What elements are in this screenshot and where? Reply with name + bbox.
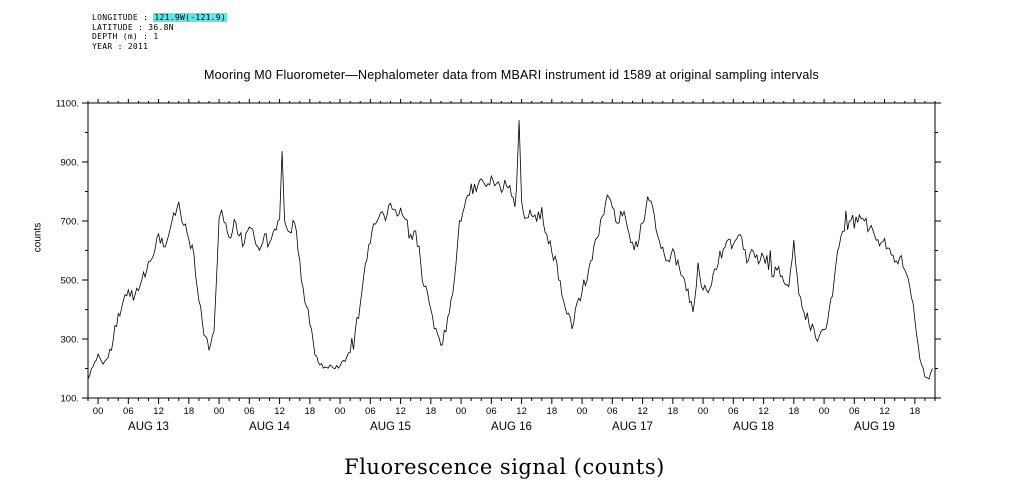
svg-text:00: 00 <box>577 406 588 417</box>
svg-text:06: 06 <box>365 406 376 417</box>
svg-text:06: 06 <box>607 406 618 417</box>
svg-text:18: 18 <box>547 406 558 417</box>
svg-text:12: 12 <box>637 406 648 417</box>
metadata-depth: DEPTH (m) : 1 <box>92 32 159 41</box>
metadata-longitude: LONGITUDE : 121.9W(-121.9) <box>92 13 228 23</box>
svg-text:18: 18 <box>426 406 437 417</box>
svg-text:06: 06 <box>244 406 255 417</box>
svg-text:00: 00 <box>335 406 346 417</box>
svg-text:06: 06 <box>849 406 860 417</box>
svg-text:100.: 100. <box>61 394 80 405</box>
svg-text:AUG 16: AUG 16 <box>491 421 532 433</box>
svg-text:06: 06 <box>728 406 739 417</box>
svg-text:1100.: 1100. <box>56 99 79 110</box>
svg-text:12: 12 <box>395 406 406 417</box>
svg-text:AUG 19: AUG 19 <box>854 421 895 433</box>
svg-text:300.: 300. <box>61 335 80 346</box>
chart-title: Mooring M0 Fluorometer—Nephalometer data… <box>204 68 819 82</box>
svg-text:00: 00 <box>819 406 830 417</box>
metadata-block: LONGITUDE : 121.9W(-121.9) LATITUDE : 36… <box>92 13 228 51</box>
svg-text:700.: 700. <box>61 217 80 228</box>
svg-text:AUG 15: AUG 15 <box>370 421 411 433</box>
svg-text:18: 18 <box>184 406 195 417</box>
bottom-title: Fluorescence signal (counts) <box>344 455 665 479</box>
svg-text:18: 18 <box>910 406 921 417</box>
svg-text:00: 00 <box>456 406 467 417</box>
svg-text:12: 12 <box>879 406 890 417</box>
svg-text:18: 18 <box>668 406 679 417</box>
svg-text:12: 12 <box>516 406 527 417</box>
svg-text:AUG 13: AUG 13 <box>128 421 169 433</box>
metadata-year: YEAR : 2011 <box>92 41 149 51</box>
svg-text:12: 12 <box>274 406 285 417</box>
svg-text:AUG 18: AUG 18 <box>733 421 774 433</box>
svg-text:AUG 17: AUG 17 <box>612 421 653 433</box>
svg-text:00: 00 <box>93 406 104 417</box>
svg-text:12: 12 <box>758 406 769 417</box>
longitude-label: LONGITUDE : <box>92 13 154 22</box>
svg-text:18: 18 <box>789 406 800 417</box>
svg-text:500.: 500. <box>61 276 80 287</box>
svg-text:06: 06 <box>486 406 497 417</box>
svg-text:00: 00 <box>214 406 225 417</box>
svg-text:00: 00 <box>698 406 709 417</box>
svg-text:12: 12 <box>153 406 164 417</box>
svg-text:AUG 14: AUG 14 <box>249 421 291 433</box>
svg-text:06: 06 <box>123 406 134 417</box>
metadata-latitude: LATITUDE : 36.8N <box>92 22 174 32</box>
svg-text:900.: 900. <box>61 158 80 169</box>
longitude-highlight: 121.9W(-121.9) <box>153 13 228 22</box>
svg-text:18: 18 <box>305 406 316 417</box>
